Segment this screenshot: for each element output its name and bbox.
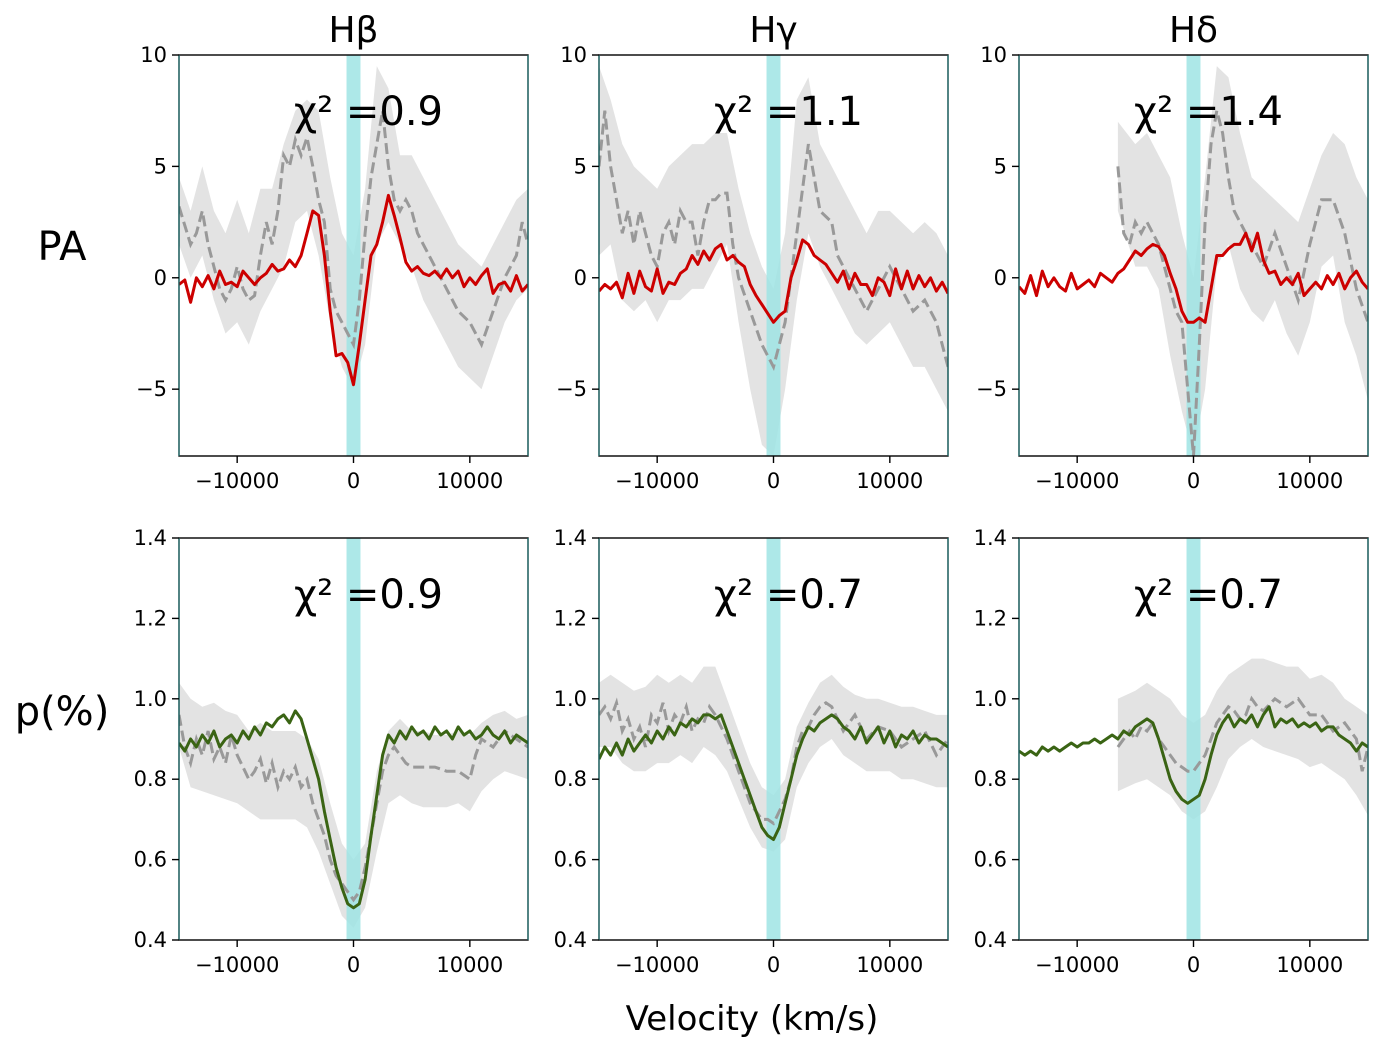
panel-2: −10000 0 10000 −5 0 5 10 Hγ χ² =1.1 (556, 10, 949, 493)
y-tick-label: 1.4 (974, 526, 1007, 550)
x-tick-label: 10000 (436, 953, 503, 977)
chi-squared-label: χ² =0.7 (1134, 572, 1283, 618)
y-tick-label: 0.4 (974, 928, 1007, 952)
y-tick-label: 1.4 (554, 526, 587, 550)
y-tick-label: 5 (154, 154, 167, 178)
y-tick-label: 0 (994, 266, 1007, 290)
panel-1: −10000 0 10000 −5 0 5 10 Hβ χ² =0.9 (136, 10, 529, 493)
uncertainty-band (179, 66, 528, 390)
y-tick-label: 0.6 (554, 848, 587, 872)
y-tick-label: −5 (976, 377, 1007, 401)
y-tick-label: 0.8 (554, 767, 587, 791)
chi-squared-label: χ² =0.9 (294, 89, 443, 135)
plot-area (179, 538, 528, 940)
chi-squared-label: χ² =1.1 (714, 89, 863, 135)
y-tick-label: 1.2 (554, 606, 587, 630)
plot-area (1019, 55, 1368, 456)
y-tick-label: 1.4 (134, 526, 167, 550)
model-line (179, 709, 528, 910)
y-tick-label: 0.6 (134, 848, 167, 872)
x-tick-label: −10000 (1035, 953, 1119, 977)
model-line (1019, 231, 1368, 324)
y-tick-label: 10 (980, 43, 1007, 67)
chi-squared-label: χ² =1.4 (1134, 89, 1283, 135)
row-label-p: p(%) (15, 689, 110, 735)
uncertainty-band (1117, 658, 1368, 820)
observed-dashed-line (599, 697, 948, 826)
y-tick-label: 1.0 (974, 687, 1007, 711)
rest-velocity-band (1186, 538, 1201, 940)
rest-velocity-band (766, 538, 781, 940)
x-tick-label: −10000 (615, 953, 699, 977)
y-tick-label: 10 (560, 43, 587, 67)
plot-area (179, 55, 528, 456)
y-tick-label: 0.4 (554, 928, 587, 952)
x-tick-label: 10000 (1276, 953, 1343, 977)
uncertainty-band (1117, 66, 1368, 456)
model-line (599, 713, 948, 841)
x-tick-label: 10000 (856, 953, 923, 977)
chi-squared-label: χ² =0.9 (294, 572, 443, 618)
x-tick-label: 10000 (1276, 469, 1343, 493)
x-tick-label: 0 (767, 469, 780, 493)
x-tick-label: 0 (1187, 953, 1200, 977)
y-tick-label: 1.0 (134, 687, 167, 711)
y-tick-label: 0 (574, 266, 587, 290)
y-tick-label: 0.8 (134, 767, 167, 791)
y-tick-label: 0.6 (974, 848, 1007, 872)
y-tick-label: 1.2 (134, 606, 167, 630)
x-tick-label: 0 (767, 953, 780, 977)
y-tick-label: 1.0 (554, 687, 587, 711)
observed-dashed-line (1116, 110, 1368, 456)
x-tick-label: 10000 (436, 469, 503, 493)
y-tick-label: 0 (154, 266, 167, 290)
y-tick-label: 5 (574, 154, 587, 178)
panel-5: −10000 0 10000 0.4 0.6 0.8 1.0 1.2 1.4 χ² =0.7 (554, 526, 949, 977)
y-tick-label: 0.8 (974, 767, 1007, 791)
panel-title: Hδ (1169, 10, 1218, 51)
y-tick-label: 10 (140, 43, 167, 67)
panel-title: Hβ (328, 10, 378, 51)
panel-title: Hγ (749, 10, 797, 51)
x-tick-label: 0 (347, 953, 360, 977)
x-tick-label: −10000 (195, 953, 279, 977)
observed-dashed-line (179, 714, 528, 903)
row-label-pa: PA (38, 224, 88, 270)
y-tick-label: 0.4 (134, 928, 167, 952)
y-tick-label: −5 (556, 377, 587, 401)
x-tick-label: 0 (1187, 469, 1200, 493)
x-tick-label: −10000 (1035, 469, 1119, 493)
panel-4: −10000 0 10000 0.4 0.6 0.8 1.0 1.2 1.4 χ² =0.9 (134, 526, 529, 977)
uncertainty-band (179, 682, 528, 928)
panel-6: −10000 0 10000 0.4 0.6 0.8 1.0 1.2 1.4 χ² =0.7 (974, 526, 1369, 977)
rest-velocity-band (1186, 55, 1201, 456)
x-tick-label: 10000 (856, 469, 923, 493)
x-tick-label: −10000 (615, 469, 699, 493)
y-tick-label: −5 (136, 377, 167, 401)
x-axis-label: Velocity (km/s) (626, 999, 879, 1039)
chi-squared-label: χ² =0.7 (714, 572, 863, 618)
plot-area (599, 538, 948, 940)
model-line (179, 193, 528, 387)
y-tick-label: 1.2 (974, 606, 1007, 630)
y-tick-label: 5 (994, 154, 1007, 178)
model-line (1019, 705, 1368, 805)
plot-area (1019, 538, 1368, 940)
observed-dashed-line (599, 110, 948, 372)
x-tick-label: 0 (347, 469, 360, 493)
panel-3: −10000 0 10000 −5 0 5 10 Hδ χ² =1.4 (976, 10, 1369, 493)
uncertainty-band (599, 66, 948, 456)
rest-velocity-band (346, 538, 361, 940)
model-line (599, 238, 948, 324)
x-tick-label: −10000 (195, 469, 279, 493)
plot-area (599, 55, 948, 456)
